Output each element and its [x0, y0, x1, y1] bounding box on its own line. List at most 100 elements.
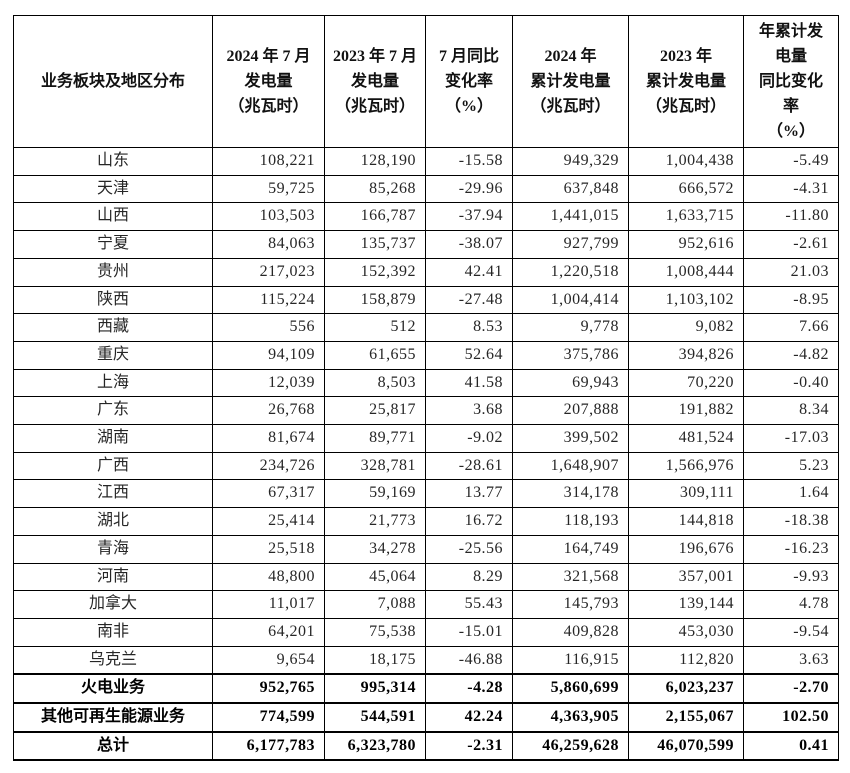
- value-cell: 1,633,715: [628, 202, 744, 232]
- value-cell: 1.64: [743, 479, 839, 509]
- table-row: 湖南 81,674 89,771 -9.02 399,502 481,524 -17.03: [13, 424, 839, 453]
- table-row: 天津 59,725 85,268 -29.96 637,848 666,572 -4.31: [13, 174, 839, 204]
- value-cell: -46.88: [425, 645, 513, 675]
- value-cell: 5.23: [743, 451, 839, 481]
- region-cell: 重庆: [13, 340, 213, 370]
- value-cell: 34,278: [324, 534, 426, 564]
- value-cell: 18,175: [324, 645, 426, 675]
- value-cell: 399,502: [512, 424, 629, 453]
- value-cell: -4.28: [425, 673, 513, 705]
- value-cell: 1,008,444: [628, 257, 744, 287]
- value-cell: 234,726: [212, 451, 325, 481]
- value-cell: 5,860,699: [512, 673, 629, 705]
- power-generation-table: 业务板块及地区分布 2024 年 7 月 发电量 （兆瓦时） 2023 年 7 …: [13, 15, 839, 762]
- region-cell: 乌克兰: [13, 645, 213, 675]
- value-cell: -2.61: [743, 230, 839, 259]
- value-cell: 108,221: [212, 147, 325, 176]
- value-cell: 152,392: [324, 257, 426, 287]
- value-cell: 321,568: [512, 562, 629, 592]
- value-cell: 94,109: [212, 340, 325, 370]
- value-cell: 85,268: [324, 174, 426, 204]
- value-cell: 409,828: [512, 617, 629, 647]
- region-cell: 上海: [13, 368, 213, 398]
- value-cell: 21,773: [324, 507, 426, 536]
- column-header-cum-yoy: 年累计发 电量 同比变化 率 （%）: [743, 15, 839, 148]
- value-cell: 158,879: [324, 285, 426, 315]
- value-cell: 1,220,518: [512, 257, 629, 287]
- value-cell: 949,329: [512, 147, 629, 176]
- value-cell: -11.80: [743, 202, 839, 232]
- region-cell: 河南: [13, 562, 213, 592]
- value-cell: 774,599: [212, 702, 325, 733]
- region-cell: 西藏: [13, 313, 213, 342]
- value-cell: 7.66: [743, 313, 839, 342]
- column-header-jul-yoy: 7 月同比 变化率 （%）: [425, 15, 513, 148]
- value-cell: -15.58: [425, 147, 513, 176]
- column-header-region: 业务板块及地区分布: [13, 15, 213, 148]
- region-cell: 天津: [13, 174, 213, 204]
- value-cell: 16.72: [425, 507, 513, 536]
- table-row: 山东 108,221 128,190 -15.58 949,329 1,004,438 -5…: [13, 147, 839, 176]
- region-cell: 贵州: [13, 257, 213, 287]
- value-cell: 927,799: [512, 230, 629, 259]
- value-cell: 8.53: [425, 313, 513, 342]
- value-cell: 145,793: [512, 590, 629, 619]
- value-cell: 164,749: [512, 534, 629, 564]
- region-cell: 陕西: [13, 285, 213, 315]
- value-cell: 995,314: [324, 673, 426, 705]
- region-cell: 山东: [13, 147, 213, 176]
- value-cell: 0.41: [743, 730, 839, 762]
- region-cell: 南非: [13, 617, 213, 647]
- value-cell: 357,001: [628, 562, 744, 592]
- value-cell: 103,503: [212, 202, 325, 232]
- table-row: 河南 48,800 45,064 8.29 321,568 357,001 -9.93: [13, 562, 839, 592]
- table-row: 江西 67,317 59,169 13.77 314,178 309,111 1.64: [13, 479, 839, 509]
- column-header-jul-2023: 2023 年 7 月 发电量 （兆瓦时）: [324, 15, 426, 148]
- table-row: 乌克兰 9,654 18,175 -46.88 116,915 112,820 3.63: [13, 645, 839, 675]
- value-cell: 8.29: [425, 562, 513, 592]
- value-cell: 67,317: [212, 479, 325, 509]
- table-row: 青海 25,518 34,278 -25.56 164,749 196,676 -16.23: [13, 534, 839, 564]
- region-cell: 广东: [13, 396, 213, 426]
- column-header-cum-2023: 2023 年 累计发电量 （兆瓦时）: [628, 15, 744, 148]
- region-cell: 总计: [13, 730, 213, 762]
- value-cell: -37.94: [425, 202, 513, 232]
- value-cell: 46,259,628: [512, 730, 629, 762]
- value-cell: 375,786: [512, 340, 629, 370]
- value-cell: -18.38: [743, 507, 839, 536]
- table-row: 总计 6,177,783 6,323,780 -2.31 46,259,628 46,07…: [13, 730, 839, 762]
- table-row: 湖北 25,414 21,773 16.72 118,193 144,818 -18.38: [13, 507, 839, 536]
- value-cell: 42.24: [425, 702, 513, 733]
- region-cell: 山西: [13, 202, 213, 232]
- value-cell: 207,888: [512, 396, 629, 426]
- value-cell: 1,648,907: [512, 451, 629, 481]
- value-cell: 139,144: [628, 590, 744, 619]
- table-row: 陕西 115,224 158,879 -27.48 1,004,414 1,103,102…: [13, 285, 839, 315]
- value-cell: -0.40: [743, 368, 839, 398]
- region-cell: 广西: [13, 451, 213, 481]
- table-row: 山西 103,503 166,787 -37.94 1,441,015 1,633,715…: [13, 202, 839, 232]
- value-cell: -16.23: [743, 534, 839, 564]
- value-cell: 6,177,783: [212, 730, 325, 762]
- table-row: 加拿大 11,017 7,088 55.43 145,793 139,144 4.78: [13, 590, 839, 619]
- value-cell: 1,441,015: [512, 202, 629, 232]
- value-cell: 89,771: [324, 424, 426, 453]
- value-cell: 115,224: [212, 285, 325, 315]
- value-cell: 481,524: [628, 424, 744, 453]
- value-cell: -9.54: [743, 617, 839, 647]
- value-cell: 26,768: [212, 396, 325, 426]
- value-cell: 59,725: [212, 174, 325, 204]
- value-cell: 9,082: [628, 313, 744, 342]
- region-cell: 宁夏: [13, 230, 213, 259]
- value-cell: 1,566,976: [628, 451, 744, 481]
- value-cell: 166,787: [324, 202, 426, 232]
- value-cell: 7,088: [324, 590, 426, 619]
- value-cell: -9.93: [743, 562, 839, 592]
- value-cell: 144,818: [628, 507, 744, 536]
- value-cell: 394,826: [628, 340, 744, 370]
- value-cell: 42.41: [425, 257, 513, 287]
- value-cell: 196,676: [628, 534, 744, 564]
- value-cell: -27.48: [425, 285, 513, 315]
- value-cell: 556: [212, 313, 325, 342]
- region-cell: 火电业务: [13, 673, 213, 705]
